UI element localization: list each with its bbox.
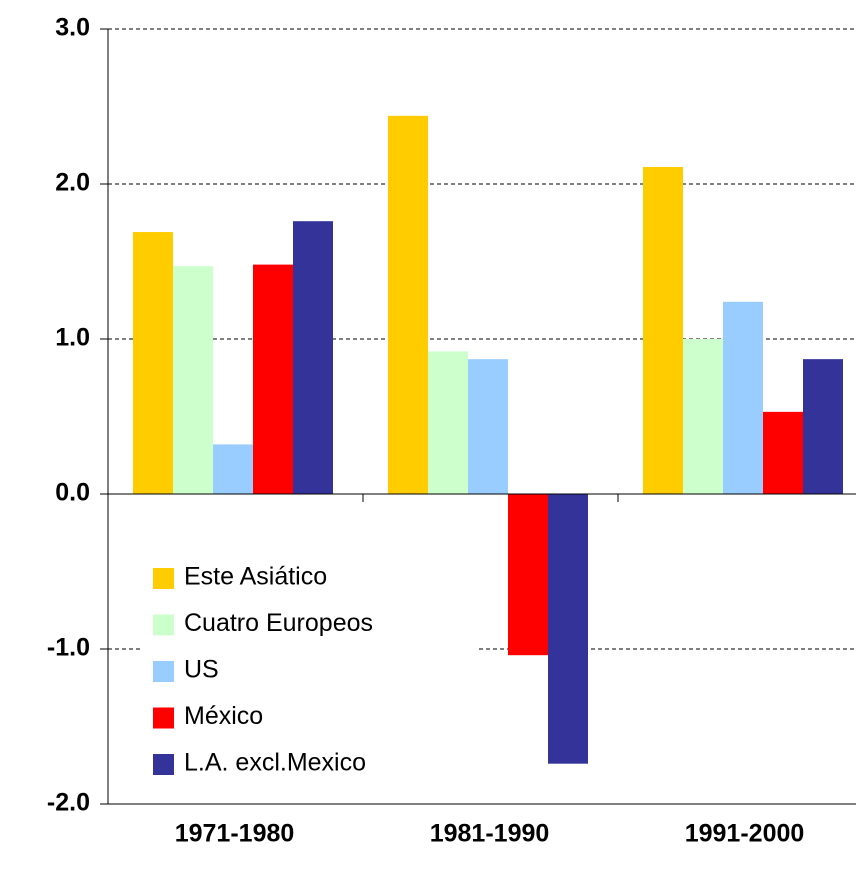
legend-swatch [153,614,174,636]
y-tick-label: 2.0 [55,169,90,197]
bar [173,266,213,494]
bar [388,115,428,495]
y-tick-label: 0.0 [55,479,90,507]
legend-label: L.A. excl.Mexico [184,749,366,777]
bar [293,221,333,494]
bar [253,264,293,494]
legend-swatch [153,661,174,682]
bar [468,359,508,494]
bar [508,494,548,656]
bar [723,301,763,494]
x-tick-label: 1991-2000 [685,820,805,848]
x-tick-label: 1971-1980 [175,820,295,848]
y-tick-label: 1.0 [55,324,90,352]
bar [133,232,173,495]
x-tick-label: 1981-1990 [430,820,550,848]
bar [428,351,468,494]
bar [643,166,683,494]
legend-label: Cuatro Europeos [184,609,373,637]
legend-label: US [184,656,219,684]
y-tick-label: -2.0 [47,789,90,817]
bar [213,444,253,494]
legend-swatch [153,568,174,589]
legend-label: Este Asiático [184,563,327,591]
bar [548,494,588,764]
y-tick-label: 3.0 [55,14,90,42]
legend-label: México [184,702,263,730]
legend-swatch [153,707,174,729]
y-tick-label: -1.0 [47,634,90,662]
bar [763,411,803,494]
bar [683,339,723,494]
bar [803,359,843,494]
legend-swatch [153,754,174,775]
legend-box [140,555,478,787]
